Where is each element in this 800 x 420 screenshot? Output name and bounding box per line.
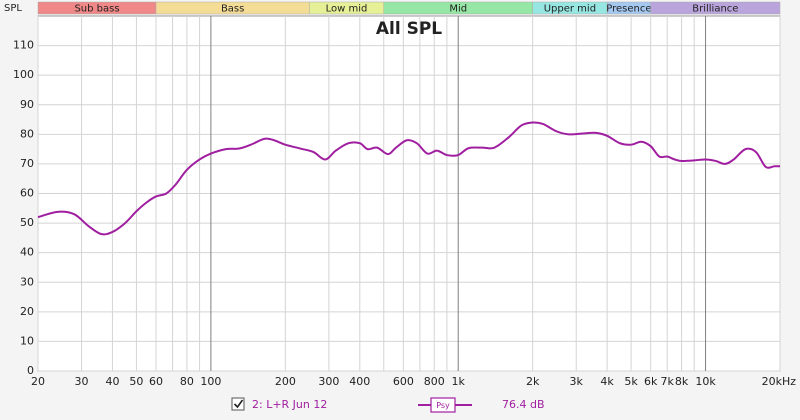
band-label: Mid <box>449 4 467 15</box>
x-tick-label: 7k <box>661 375 675 388</box>
x-tick-label: 6k <box>644 375 658 388</box>
y-axis-label: SPL <box>4 3 22 14</box>
band <box>650 1 781 15</box>
band-label: Bass <box>221 4 244 15</box>
x-tick-label: 1k <box>452 375 466 388</box>
x-tick-label: 600 <box>393 375 414 388</box>
smoothing-label: Psy <box>436 401 450 410</box>
y-tick-label: 40 <box>20 246 34 259</box>
y-tick-label: 10 <box>20 334 34 347</box>
y-tick-label: 60 <box>20 187 34 200</box>
x-tick-label: 20 <box>31 375 45 388</box>
legend-label: 2: L+R Jun 12 <box>252 398 327 411</box>
y-tick-label: 30 <box>20 275 34 288</box>
band-label: Brilliance <box>692 4 738 15</box>
x-tick-label: 50 <box>129 375 143 388</box>
x-tick-label: 40 <box>105 375 119 388</box>
chart-title: All SPL <box>376 19 442 39</box>
y-tick-label: 0 <box>27 364 34 377</box>
x-tick-label: 60 <box>149 375 163 388</box>
x-tick-label: 300 <box>318 375 339 388</box>
x-tick-label: 3k <box>570 375 584 388</box>
y-tick-label: 50 <box>20 216 34 229</box>
checkmark <box>233 399 244 409</box>
y-tick-label: 110 <box>13 39 34 52</box>
band-label: Presence <box>606 4 651 15</box>
x-tick-label: 100 <box>200 375 221 388</box>
band-label: Sub bass <box>74 4 119 15</box>
x-tick-label: 80 <box>180 375 194 388</box>
x-tick-label: 10k <box>695 375 716 388</box>
x-tick-label: 400 <box>349 375 370 388</box>
x-tick-label: 5k <box>624 375 638 388</box>
line-series <box>37 121 781 236</box>
band-label: Upper mid <box>544 4 596 15</box>
y-tick-label: 20 <box>20 305 34 318</box>
x-tick-label: 200 <box>275 375 296 388</box>
band-label: Low mid <box>326 4 368 15</box>
y-tick-label: 100 <box>13 68 34 81</box>
x-tick-label: 8k <box>675 375 689 388</box>
y-tick-label: 70 <box>20 157 34 170</box>
smoothing-box <box>430 397 456 413</box>
x-tick-label: 800 <box>424 375 445 388</box>
x-tick-label: 4k <box>600 375 614 388</box>
y-tick-label: 90 <box>20 98 34 111</box>
x-tick-label: 30 <box>75 375 89 388</box>
x-tick-label: 20kHz <box>762 375 797 388</box>
readout: 76.4 dB <box>502 398 545 411</box>
x-tick-label: 2k <box>526 375 540 388</box>
y-tick-label: 80 <box>20 127 34 140</box>
